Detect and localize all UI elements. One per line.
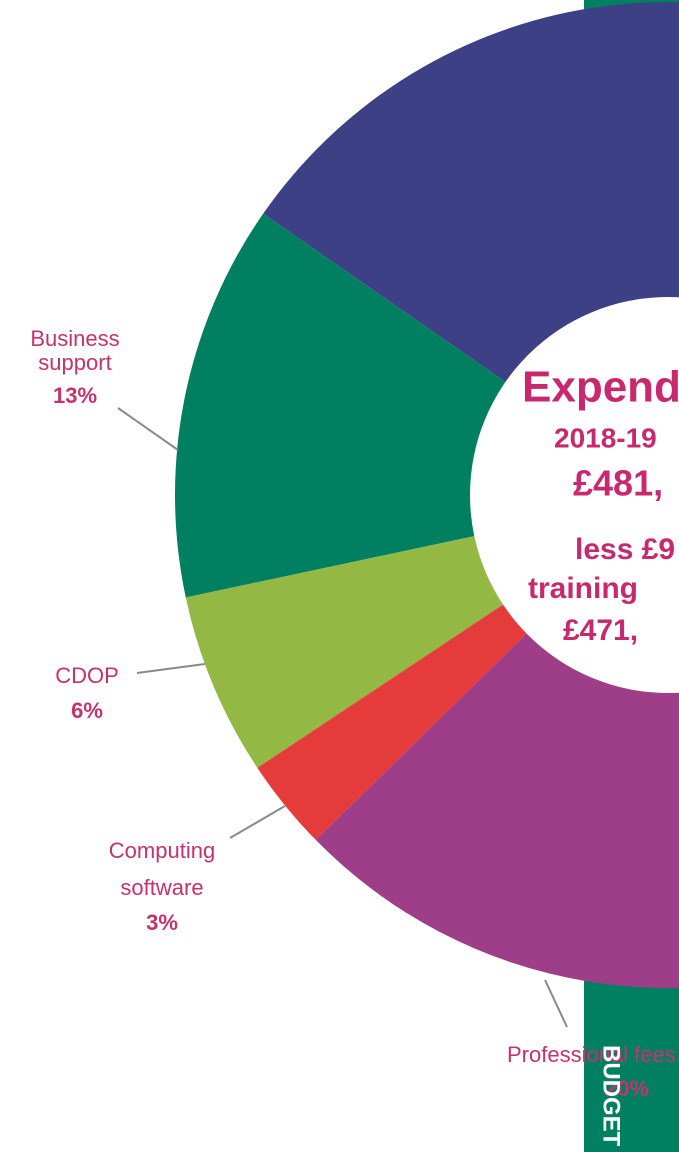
value-label: 3%: [146, 910, 178, 935]
center-text: £481,: [573, 463, 663, 504]
value-label: 13%: [53, 383, 97, 408]
center-text: training: [528, 572, 638, 605]
category-label: Professional fees: [507, 1042, 676, 1067]
category-label: CDOP: [55, 663, 119, 688]
center-text: £471,: [563, 614, 638, 647]
center-text: 2018-19: [554, 422, 657, 453]
leader-line: [229, 805, 286, 839]
center-text: Expend: [522, 363, 679, 412]
value-label: 20%: [605, 1076, 649, 1101]
center-text: less £9: [575, 533, 675, 566]
category-label: Computing software: [109, 838, 215, 900]
leader-line: [117, 407, 179, 451]
leader-line: [136, 663, 206, 674]
category-label: Business support: [30, 326, 119, 375]
labels: Business support 13% CDOP 6% Computing softwar…: [30, 326, 675, 1101]
leader-line: [544, 979, 568, 1028]
value-label: 6%: [71, 698, 103, 723]
side-label: BUDGET: [598, 1045, 625, 1147]
donut-hole: [470, 297, 679, 693]
